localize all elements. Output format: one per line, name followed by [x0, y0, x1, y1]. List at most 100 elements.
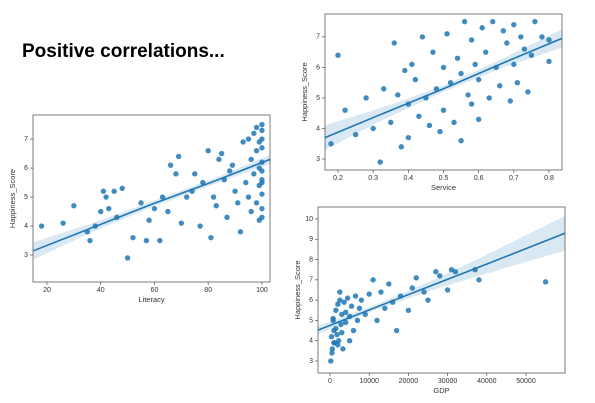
point: [425, 297, 431, 303]
point: [338, 321, 344, 328]
point: [184, 194, 190, 200]
point: [437, 128, 443, 135]
point: [341, 299, 347, 305]
point: [38, 223, 45, 229]
point: [216, 156, 222, 163]
point: [192, 171, 198, 177]
y-tick-label: 9: [309, 236, 313, 243]
point: [251, 171, 257, 177]
point: [348, 303, 355, 309]
y-tick-label: 8: [309, 256, 313, 263]
y-tick-label: 3: [24, 252, 28, 259]
slide-title: Positive correlations...: [22, 41, 225, 62]
point: [475, 76, 482, 83]
point: [103, 194, 109, 200]
x-tick-label: 10000: [359, 378, 379, 385]
point: [391, 40, 397, 46]
point: [143, 237, 150, 244]
point: [511, 61, 517, 68]
point: [130, 234, 136, 241]
point: [388, 119, 394, 126]
point: [479, 25, 485, 31]
plot-frame: [317, 206, 566, 374]
point: [339, 329, 345, 336]
point: [350, 327, 357, 334]
point: [430, 49, 436, 55]
x-tick-label: 0.3: [368, 175, 378, 182]
point: [366, 291, 372, 297]
point: [138, 200, 144, 206]
x-axis-label: Literacy: [138, 295, 165, 304]
x-tick-label: 0.2: [333, 175, 343, 182]
point: [409, 61, 415, 68]
point: [159, 194, 166, 200]
point: [175, 153, 182, 160]
point: [253, 200, 260, 206]
point: [124, 255, 131, 261]
point: [382, 305, 388, 311]
y-tick-label: 3: [309, 358, 313, 365]
y-tick-label: 3: [316, 156, 320, 163]
point: [98, 208, 104, 215]
confidence-band: [33, 155, 270, 260]
y-tick-label: 4: [24, 223, 28, 230]
point: [111, 188, 117, 194]
point: [393, 327, 400, 334]
x-tick-label: 80: [204, 287, 212, 294]
confidence-band: [318, 216, 565, 335]
point: [363, 95, 369, 101]
point: [486, 95, 492, 101]
point: [458, 137, 464, 144]
point: [333, 307, 339, 313]
plot-frame: [32, 114, 271, 283]
y-tick-label: 7: [309, 277, 313, 284]
plot-area: [325, 14, 562, 170]
point: [433, 86, 440, 92]
point: [335, 52, 341, 58]
point: [173, 171, 179, 177]
x-tick-label: 0.4: [403, 175, 413, 182]
point: [248, 156, 254, 163]
point: [409, 285, 416, 291]
point: [444, 287, 451, 293]
point: [370, 277, 376, 283]
point: [344, 295, 351, 301]
plot-area: [33, 115, 270, 282]
regression-line: [33, 158, 270, 252]
point: [337, 297, 343, 303]
y-tick-label: 6: [24, 165, 28, 172]
point: [342, 319, 349, 326]
point: [218, 150, 225, 157]
point: [452, 269, 459, 275]
x-tick-label: 20: [43, 287, 51, 294]
point: [157, 237, 163, 244]
point: [546, 58, 552, 65]
point: [468, 37, 475, 43]
y-tick-label: 6: [316, 64, 320, 71]
point: [229, 162, 236, 168]
point: [259, 168, 265, 174]
point: [208, 234, 214, 241]
y-tick-label: 6: [309, 297, 313, 304]
point: [497, 83, 503, 89]
point: [511, 21, 517, 28]
plot-area: [318, 207, 565, 373]
point: [87, 237, 93, 244]
point: [259, 136, 265, 142]
x-tick-label: 0: [328, 378, 332, 385]
point: [334, 331, 340, 338]
x-tick-label: 0.6: [474, 175, 484, 182]
point: [468, 101, 475, 107]
point: [482, 49, 489, 55]
point: [419, 34, 426, 40]
point: [518, 34, 524, 40]
point: [447, 79, 454, 86]
point: [458, 70, 464, 77]
point: [328, 141, 334, 147]
x-tick-label: 0.7: [509, 175, 519, 182]
point: [328, 358, 334, 364]
point: [461, 18, 468, 25]
y-tick-label: 5: [24, 194, 28, 201]
point: [259, 214, 265, 221]
